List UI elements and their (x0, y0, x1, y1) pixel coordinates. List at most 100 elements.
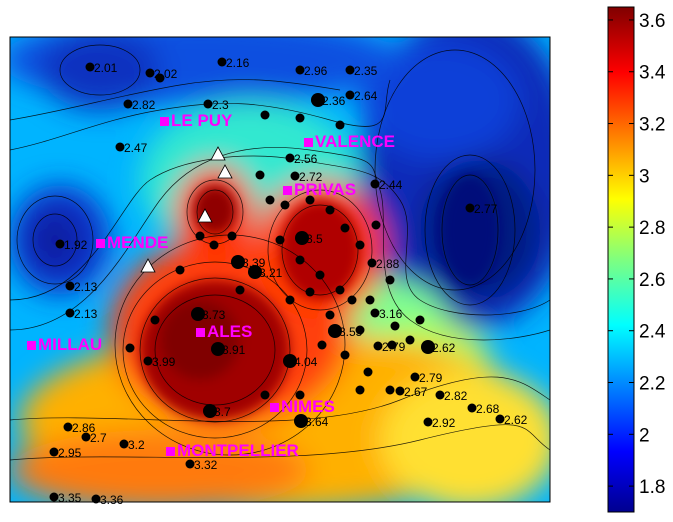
station-point (311, 93, 325, 107)
station-value-label: 2.67 (404, 385, 428, 399)
station-value-label: 2.13 (74, 280, 98, 294)
station-value-label: 2.56 (294, 152, 318, 166)
station-value-label: 2.62 (504, 413, 528, 427)
station-point (467, 403, 477, 413)
station-point (315, 270, 325, 280)
station-point (260, 110, 270, 120)
station-value-label: 2.7 (90, 431, 107, 445)
station-point (275, 235, 285, 245)
heatmap-field (10, 37, 550, 502)
station-value-label: 3.91 (222, 343, 246, 357)
colorbar-tick-label: 1.8 (639, 477, 665, 498)
station-point (91, 494, 101, 504)
station-value-label: 3.73 (202, 308, 226, 322)
station-point (347, 295, 357, 305)
map-frame (9, 36, 551, 503)
station-point (435, 390, 445, 400)
station-value-label: 2.95 (58, 446, 82, 460)
station-value-label: 3.5 (306, 232, 323, 246)
colorbar-tick-label: 2.8 (639, 218, 665, 239)
station-point (248, 265, 262, 279)
city-label-millau: MILLAU (38, 335, 102, 354)
city-marker-ales (196, 328, 205, 337)
station-point (49, 492, 59, 502)
stations-layer: 2.162.96 2.352.01 2.022.82 2.3 2.36 2.642.472… (49, 56, 528, 507)
station-point (385, 385, 395, 395)
station-point (285, 295, 295, 305)
station-point (345, 90, 355, 100)
triangle-marker (217, 164, 233, 179)
station-point (290, 171, 300, 181)
station-point (355, 240, 365, 250)
station-value-label: 2.36 (322, 94, 346, 108)
station-point (328, 324, 342, 338)
station-point (195, 231, 205, 241)
station-point (340, 223, 350, 233)
station-point (191, 307, 205, 321)
city-marker-montpellier (166, 447, 175, 456)
station-value-label: 2.68 (476, 402, 500, 416)
station-point (367, 258, 377, 268)
station-point (370, 308, 380, 318)
station-point (295, 113, 305, 123)
station-point (317, 340, 327, 350)
station-value-label: 3.39 (242, 256, 266, 270)
station-value-label: 2.96 (304, 64, 328, 78)
city-marker-mende (96, 239, 105, 248)
city-label-mende: MENDE (107, 233, 168, 252)
city-marker-nimes (270, 403, 279, 412)
station-point (295, 255, 305, 265)
station-point (295, 390, 305, 400)
colorbar-tick-label: 2 (639, 425, 650, 446)
station-point (415, 315, 425, 325)
station-point (49, 447, 59, 457)
station-value-label: 2.62 (432, 341, 456, 355)
station-point (81, 432, 91, 442)
station-point (295, 65, 305, 75)
station-point (340, 350, 350, 360)
station-point (355, 385, 365, 395)
colorbar-gradient (607, 6, 635, 513)
station-point (370, 179, 380, 189)
station-point (355, 325, 365, 335)
station-point (203, 99, 213, 109)
station-point (211, 342, 225, 356)
station-point (155, 73, 165, 83)
station-point (265, 195, 275, 205)
station-point (175, 265, 185, 275)
station-point (495, 414, 505, 424)
station-value-label: 3.2 (128, 438, 145, 452)
triangle-marker (197, 208, 213, 223)
station-value-label: 2.82 (132, 98, 156, 112)
station-value-label: 1.92 (64, 238, 88, 252)
colorbar-tick-label: 2.4 (639, 322, 666, 343)
station-point (405, 335, 415, 345)
station-value-label: 2.86 (72, 421, 96, 435)
station-point (55, 239, 65, 249)
station-point (305, 287, 315, 297)
station-point (63, 422, 73, 432)
station-point (305, 195, 315, 205)
station-point (395, 386, 405, 396)
station-point (385, 275, 395, 285)
station-value-label: 2.79 (419, 371, 443, 385)
station-point (209, 240, 219, 250)
station-point (115, 142, 125, 152)
station-point (235, 285, 245, 295)
city-label-valence: VALENCE (315, 132, 395, 151)
station-point (335, 120, 345, 130)
station-value-label: 2.35 (354, 64, 378, 78)
station-value-label: 2.64 (354, 89, 378, 103)
station-value-label: 2.92 (432, 416, 456, 430)
station-point (295, 231, 309, 245)
station-value-label: 3.35 (58, 491, 82, 505)
city-marker-le-puy (160, 117, 169, 126)
station-point (255, 170, 265, 180)
triangle-markers (140, 146, 233, 273)
station-point (125, 343, 135, 353)
station-point (423, 417, 433, 427)
station-value-label: 2.01 (94, 61, 118, 75)
station-point (203, 404, 217, 418)
